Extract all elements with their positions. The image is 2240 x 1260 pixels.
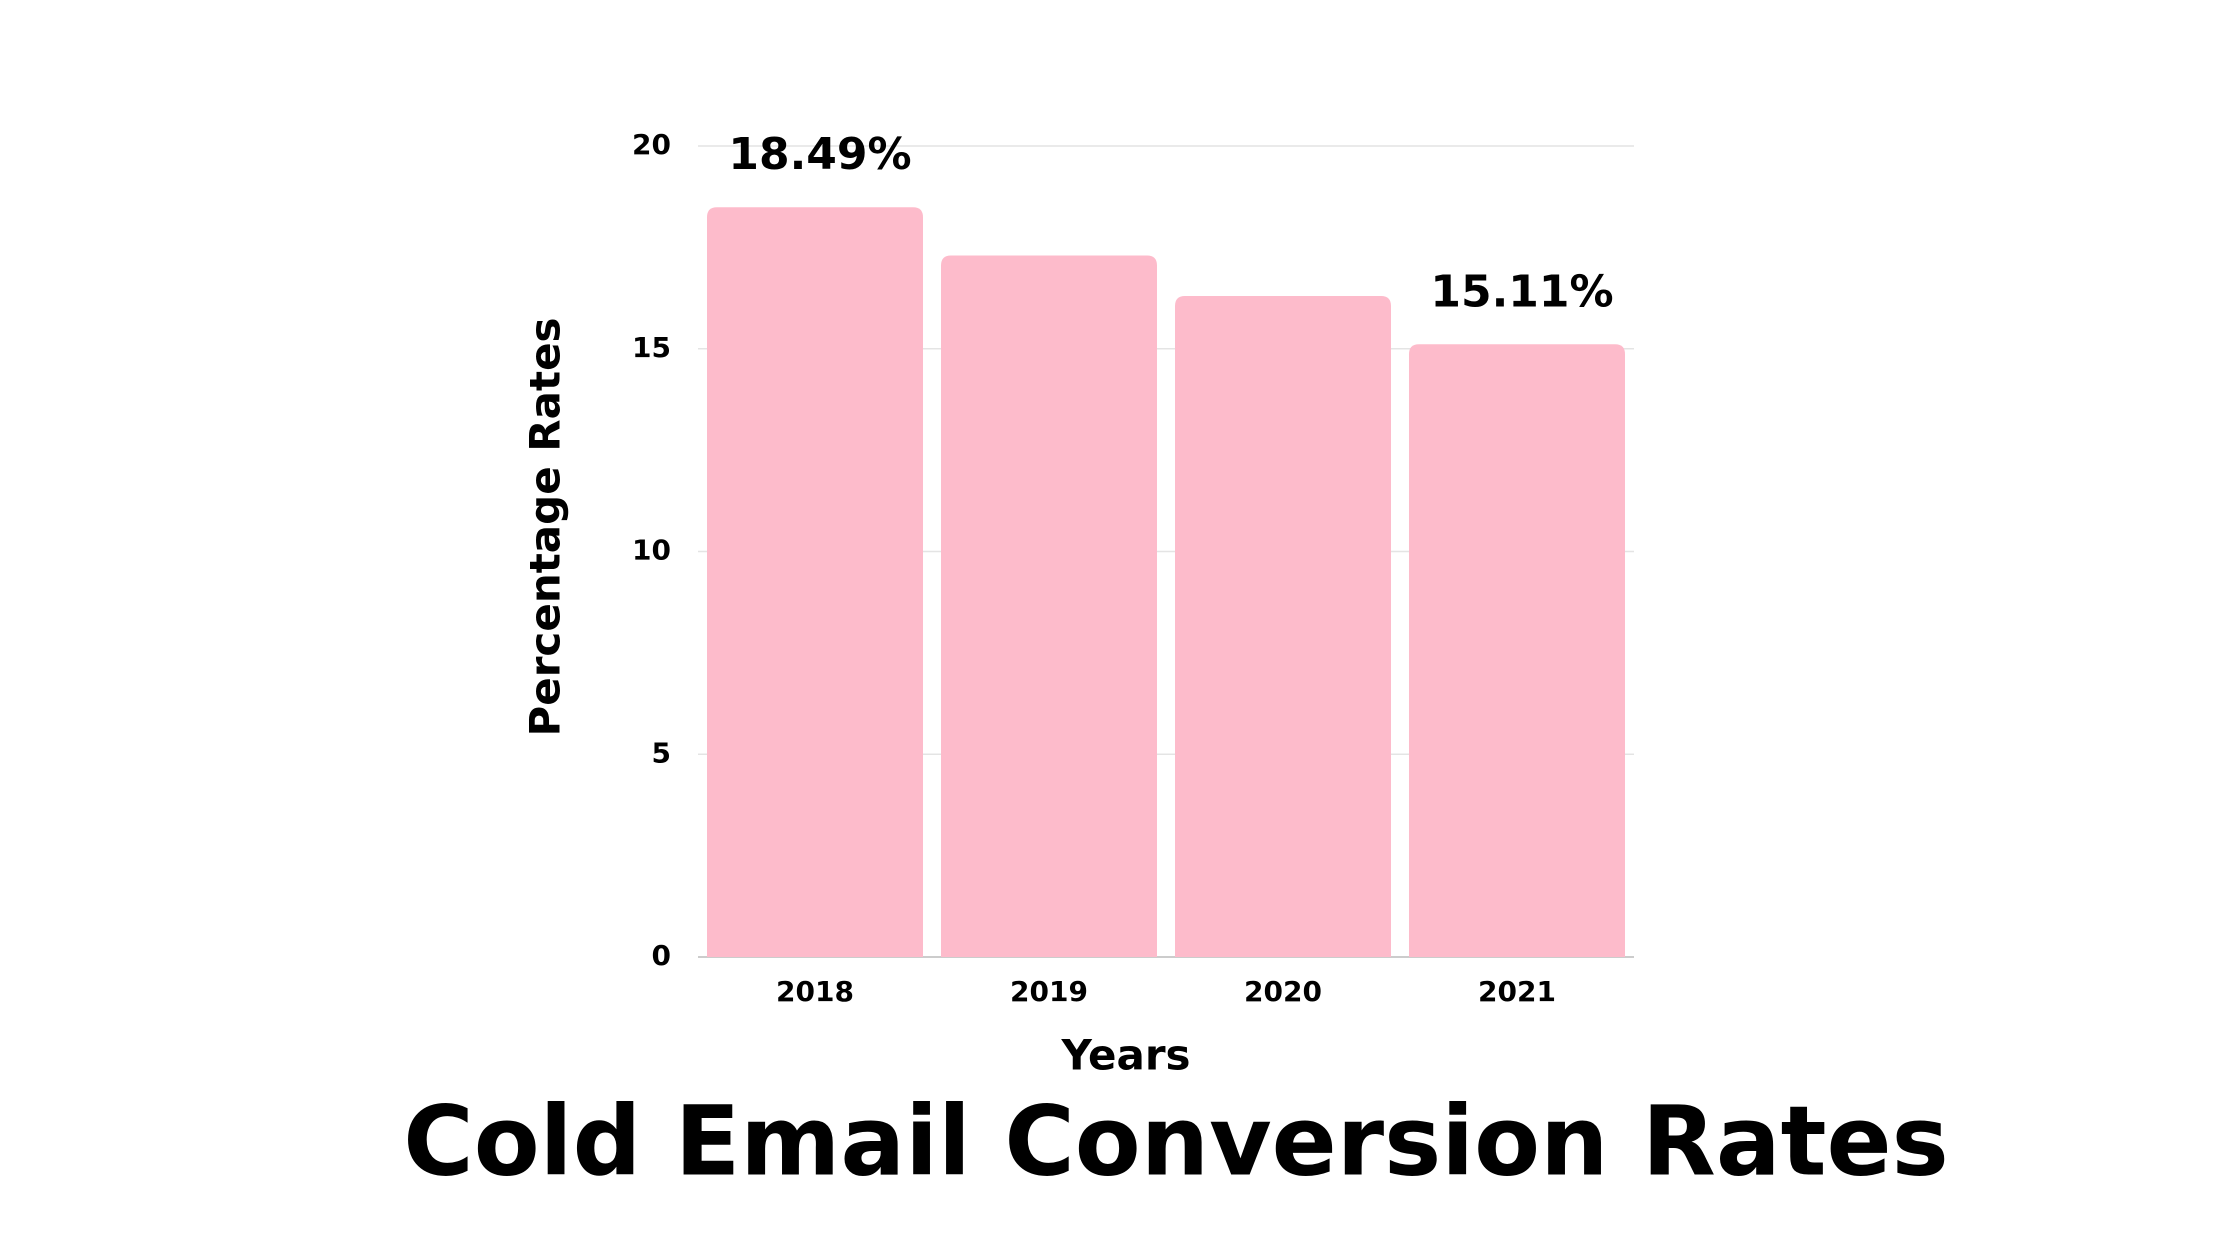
x-tick-label: 2018 [776,975,854,1008]
x-axis-label: Years [1060,1031,1190,1080]
bar [941,255,1157,958]
bar [707,207,923,958]
y-tick-label: 5 [652,736,671,769]
chart-title: Cold Email Conversion Rates [403,1085,1948,1197]
x-tick-label: 2020 [1244,975,1322,1008]
y-tick-label: 15 [632,331,671,364]
y-tick-label: 20 [632,128,671,161]
value-label: 15.11% [1430,266,1613,317]
y-axis-label: Percentage Rates [521,317,570,736]
y-tick-label: 10 [632,534,671,567]
value-label: 18.49% [728,129,911,180]
y-tick-label: 0 [652,939,671,972]
x-tick-label: 2021 [1478,975,1556,1008]
bar [1175,296,1391,957]
x-tick-label: 2019 [1010,975,1088,1008]
bar [1409,344,1625,957]
